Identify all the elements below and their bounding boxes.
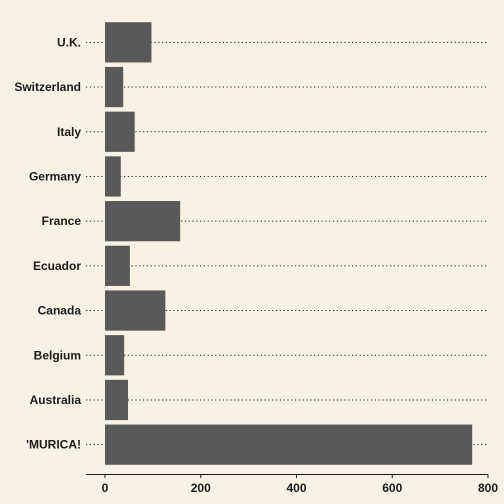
bar [105,424,473,465]
bar [105,245,130,286]
category-label: U.K. [57,35,81,49]
category-label: Switzerland [14,80,81,94]
guide-lines [86,41,488,446]
category-labels: U.K. Switzerland Italy Germany France Ecuador… [14,35,81,451]
x-tick-label: 800 [478,481,498,495]
category-label: Canada [38,304,82,318]
bar [105,201,181,242]
bar [105,66,124,108]
bar [105,335,125,376]
category-label: 'MURICA! [26,438,81,452]
bar [105,379,128,421]
category-label: Italy [57,125,81,139]
x-axis-ticks: 0 200 400 600 800 [102,474,498,495]
bar [105,290,166,331]
category-label: France [42,214,82,228]
x-tick-label: 0 [102,481,109,495]
category-label: Belgium [34,348,81,362]
category-label: Germany [29,169,81,183]
bars [105,22,473,465]
category-label: Australia [30,393,82,407]
x-tick-label: 200 [191,481,211,495]
x-tick-label: 600 [382,481,402,495]
bar [105,111,135,152]
bar [105,22,152,63]
category-label: Ecuador [33,259,81,273]
x-tick-label: 400 [286,481,306,495]
bar [105,156,121,197]
